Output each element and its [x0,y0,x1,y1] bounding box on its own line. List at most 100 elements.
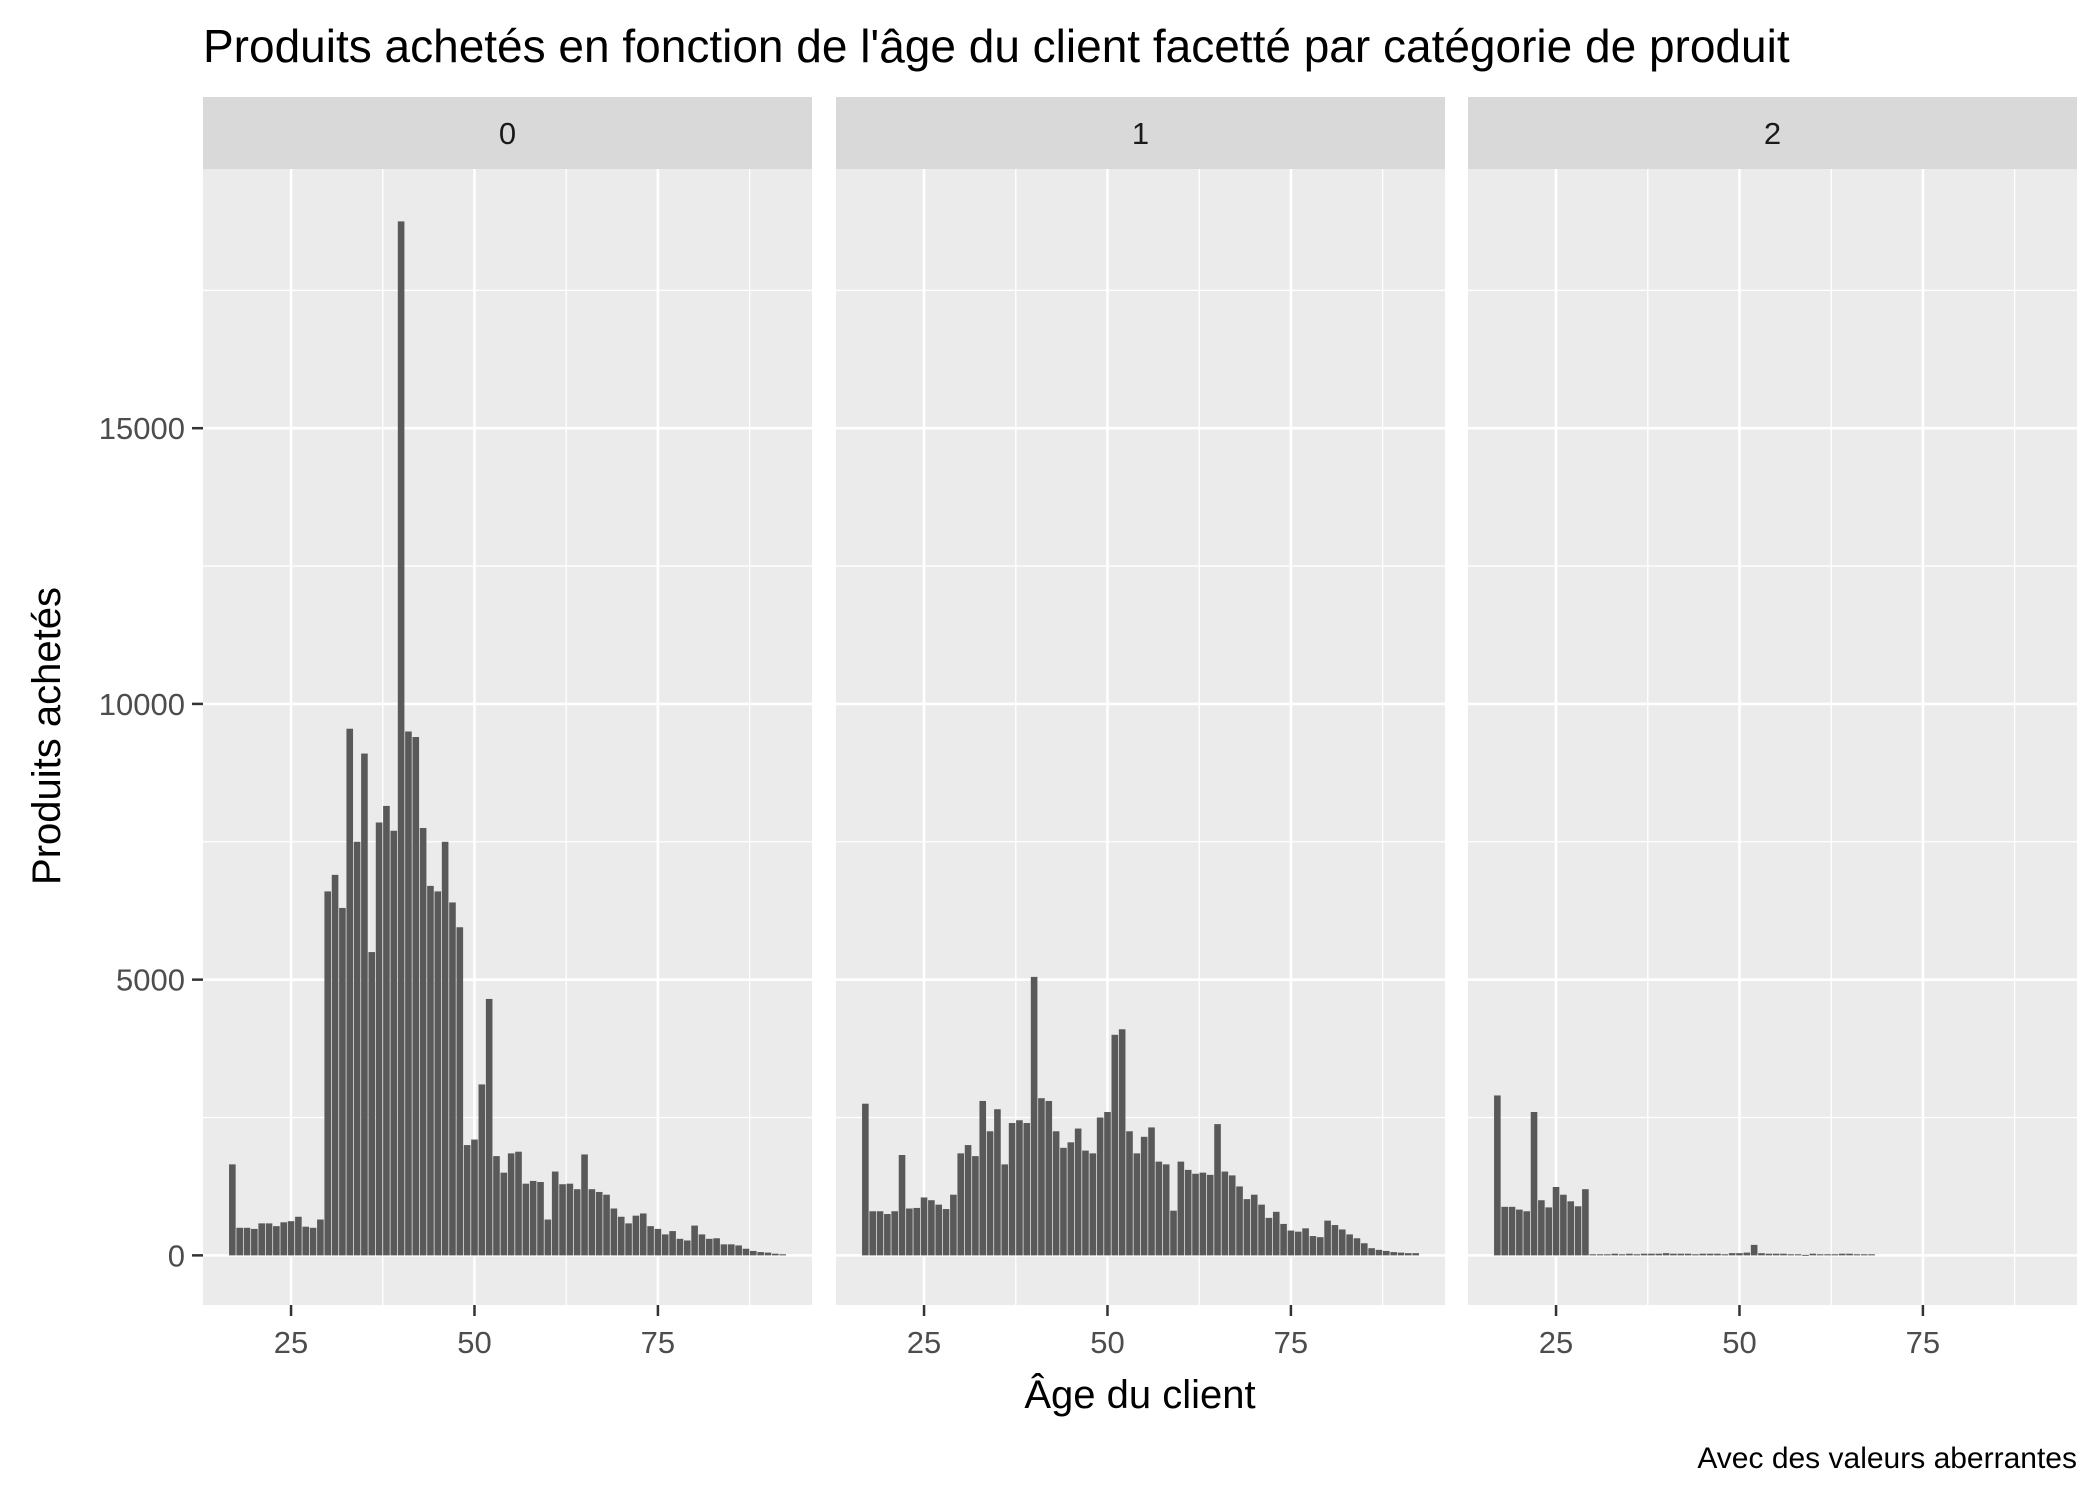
bar [1060,1147,1067,1256]
bar [1831,1254,1839,1256]
bar [1523,1211,1531,1256]
bar [295,1216,302,1256]
bar [1221,1171,1229,1256]
bar [1375,1249,1383,1256]
facet-strip-label: 0 [499,116,516,151]
bar [515,1151,522,1256]
bar [280,1222,288,1256]
bar [1287,1230,1295,1256]
facet-strip [836,97,1445,169]
bar [1236,1186,1243,1256]
bar [339,907,346,1256]
bar [1360,1243,1368,1256]
x-tick-label: 75 [641,1325,675,1360]
bar [1206,1174,1214,1256]
bar [456,927,464,1256]
bar [493,1156,500,1256]
bar [1838,1253,1846,1256]
bar [1162,1164,1170,1256]
bar [994,1109,1001,1256]
bar [764,1252,772,1256]
bar [412,737,420,1256]
facet-panel-2: 2 25 50 75 [1468,97,2077,1360]
bar [1067,1142,1075,1256]
bar [1390,1252,1397,1256]
bar [1272,1211,1280,1256]
bar [537,1182,544,1256]
bar [390,830,398,1256]
bar [1699,1253,1707,1256]
bar [309,1227,317,1256]
bar [1324,1220,1331,1256]
bar [935,1204,943,1256]
bar [669,1231,676,1256]
bar [779,1254,786,1256]
bar [1001,1164,1009,1256]
bar [964,1145,972,1256]
bar [647,1226,654,1256]
y-tick-label: 15000 [99,411,185,446]
bar [876,1211,884,1256]
bar [691,1225,698,1256]
bar [1494,1095,1501,1256]
bar [720,1244,728,1256]
bar [683,1240,691,1256]
bar [942,1209,950,1256]
y-axis-label: Produits achetés [25,587,69,885]
bar [617,1216,625,1256]
bar [1743,1252,1751,1256]
bar [1382,1250,1390,1256]
bar [727,1244,735,1256]
y-tick-label: 10000 [99,687,185,722]
bar [603,1194,610,1256]
bar [375,822,383,1256]
bar [1338,1229,1346,1256]
bar [529,1180,537,1256]
bar [588,1189,596,1256]
bar [1126,1131,1133,1256]
bar [713,1238,720,1256]
bar [1684,1253,1692,1256]
bar [1626,1253,1633,1256]
chart-title: Produits achetés en fonction de l'âge du… [203,20,1790,72]
bar [1633,1254,1641,1256]
bar [1133,1153,1141,1256]
bar [331,874,339,1256]
bar [573,1189,581,1256]
plot-panel-background [1468,169,2077,1305]
bar [1405,1253,1412,1256]
bar [1250,1194,1258,1256]
y-tick-label: 5000 [116,963,185,998]
bar [427,885,434,1256]
bar [1692,1254,1699,1256]
y-axis: 0 5000 10000 15000 [99,411,203,1273]
bar [632,1215,640,1256]
bar [317,1219,324,1256]
bar [419,827,427,1256]
bar [1140,1136,1148,1256]
bar [1809,1253,1817,1256]
bar [1736,1253,1743,1256]
bar [1089,1153,1097,1256]
bar [1640,1253,1648,1256]
bar [1346,1234,1353,1256]
bar [1148,1127,1155,1256]
bar [1596,1254,1604,1256]
x-tick-label: 50 [1722,1325,1756,1360]
bar [1589,1254,1597,1256]
bar [1860,1254,1868,1256]
bar [595,1191,603,1256]
bar [1280,1223,1287,1256]
bar [273,1226,280,1256]
bar [906,1208,913,1256]
bar [676,1238,684,1256]
x-tick-label: 50 [1090,1325,1124,1360]
bar [1353,1238,1361,1256]
bar [1096,1117,1104,1256]
bar [1516,1209,1523,1256]
bar [661,1234,669,1256]
bar [1794,1254,1802,1256]
bar [236,1227,243,1256]
bar [1677,1253,1685,1256]
